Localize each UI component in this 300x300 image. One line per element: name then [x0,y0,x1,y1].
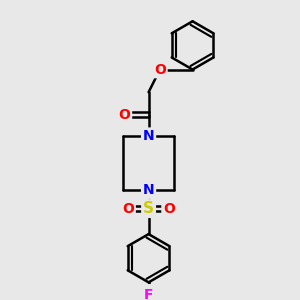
Text: O: O [122,202,134,216]
Text: O: O [163,202,175,216]
Text: O: O [118,108,130,122]
Text: F: F [144,288,153,300]
Text: O: O [154,62,166,76]
Text: N: N [143,183,154,197]
Text: N: N [143,129,154,143]
Text: S: S [143,201,154,216]
